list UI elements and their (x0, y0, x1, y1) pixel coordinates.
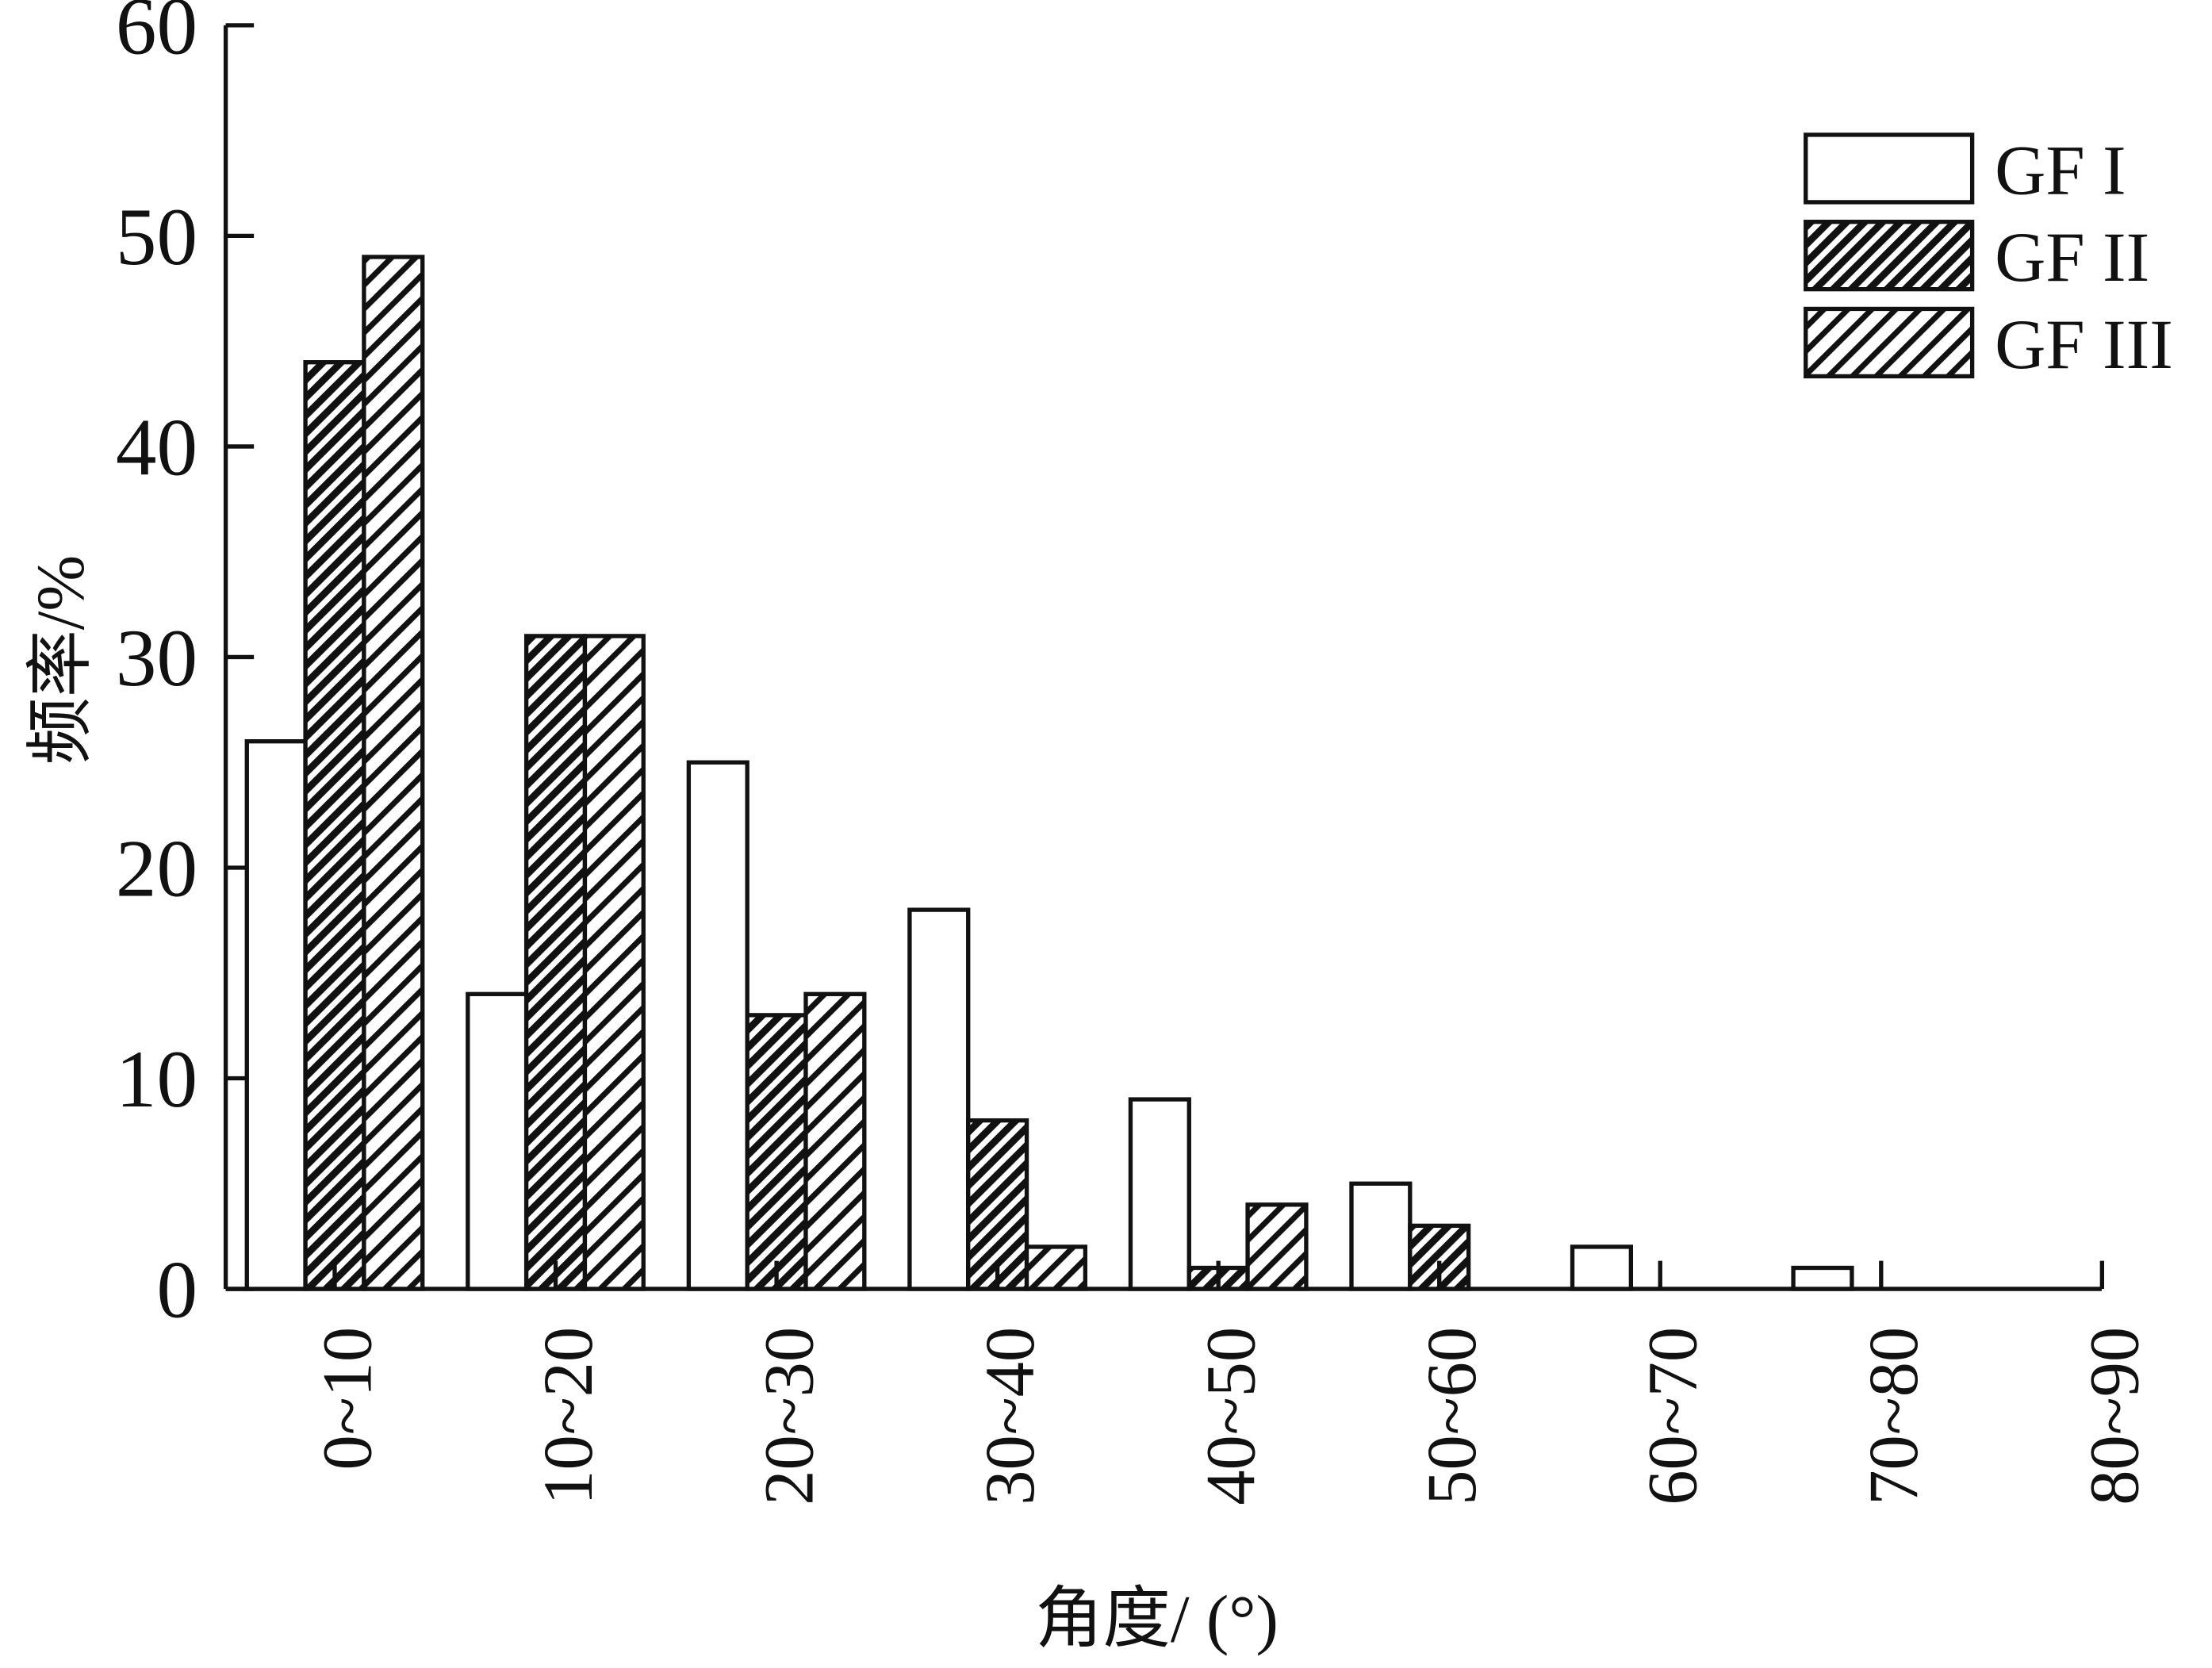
bar (745, 1013, 808, 1291)
y-tick-label: 50 (116, 192, 197, 282)
bar (466, 991, 529, 1291)
x-tick-label: 20~30 (750, 1327, 828, 1505)
bar (303, 360, 366, 1291)
x-axis-label: 角度/ (°) (1035, 1582, 1279, 1657)
x-tick-label: 60~70 (1634, 1327, 1712, 1505)
legend-swatch (1804, 220, 1975, 292)
y-tick-label: 10 (116, 1034, 197, 1125)
legend-swatch (1804, 132, 1975, 205)
y-tick-label: 60 (116, 0, 197, 71)
legend-swatch (1804, 306, 1975, 379)
bar (803, 991, 867, 1291)
x-tick-label: 10~20 (530, 1327, 608, 1505)
x-tick-label: 80~90 (2076, 1327, 2153, 1505)
bar (1245, 1202, 1309, 1291)
bar (523, 634, 588, 1291)
y-tick-label: 20 (116, 824, 197, 915)
legend-label: GF II (1995, 219, 2149, 297)
bar (1791, 1265, 1854, 1291)
bar (686, 760, 749, 1291)
y-axis-label: 频率/% (24, 555, 98, 765)
x-tick-label: 50~60 (1413, 1327, 1491, 1505)
bar (907, 907, 971, 1291)
bar (1024, 1244, 1088, 1291)
legend-label: GF III (1995, 306, 2173, 384)
legend-label: GF I (1995, 132, 2126, 209)
x-tick-label: 40~50 (1192, 1327, 1270, 1505)
bar (582, 634, 646, 1291)
y-tick-label: 0 (156, 1245, 197, 1336)
bar (966, 1118, 1029, 1291)
bar (1349, 1181, 1413, 1291)
bar (244, 739, 308, 1291)
bar (362, 255, 425, 1291)
y-tick-label: 40 (116, 403, 197, 493)
x-tick-label: 30~40 (972, 1327, 1049, 1505)
y-tick-label: 30 (116, 613, 197, 704)
bar (1128, 1097, 1191, 1291)
bar (1570, 1244, 1634, 1291)
x-tick-label: 0~10 (309, 1327, 386, 1471)
x-tick-label: 70~80 (1855, 1327, 1933, 1505)
